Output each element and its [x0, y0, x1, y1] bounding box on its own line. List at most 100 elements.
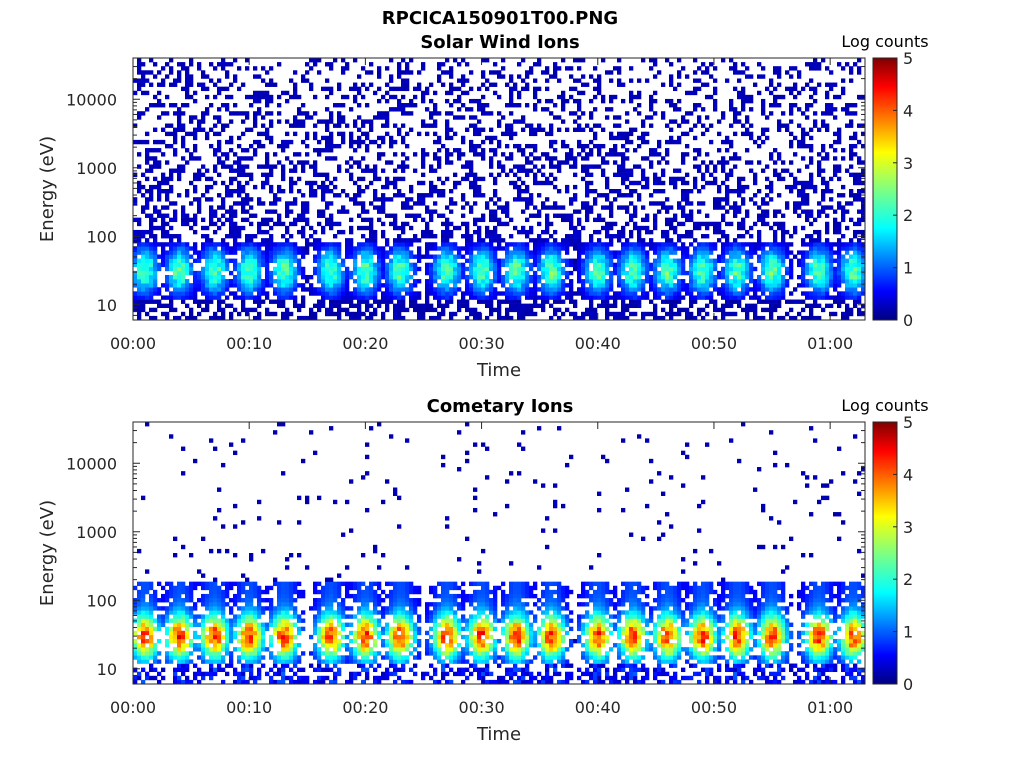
heatmap-cell	[709, 94, 714, 100]
heatmap-cell	[561, 283, 566, 288]
heatmap-cell	[461, 197, 466, 202]
heatmap-cell	[589, 164, 594, 169]
heatmap-cell	[333, 221, 338, 227]
heatmap-cell	[589, 254, 594, 259]
heatmap-cell	[229, 189, 234, 194]
heatmap-cell	[537, 250, 542, 255]
heatmap-cell	[389, 270, 394, 276]
heatmap-cell	[277, 197, 282, 202]
heatmap-cell	[225, 86, 230, 92]
heatmap-cell	[553, 279, 558, 284]
heatmap-cell	[577, 98, 582, 104]
heatmap-cell	[577, 262, 582, 268]
heatmap-cell	[649, 160, 654, 165]
heatmap-cell	[565, 66, 570, 71]
heatmap-cell	[773, 266, 778, 272]
heatmap-cell	[261, 184, 266, 190]
heatmap-cell	[333, 193, 338, 198]
heatmap-cell	[521, 119, 526, 124]
heatmap-cell	[169, 274, 174, 280]
heatmap-cell	[425, 205, 430, 210]
heatmap-cell	[441, 70, 446, 75]
heatmap-cell	[249, 103, 254, 108]
heatmap-cell	[777, 254, 782, 259]
heatmap-cell	[217, 193, 222, 198]
heatmap-cell	[477, 250, 482, 255]
heatmap-cell	[561, 160, 566, 165]
heatmap-cell	[729, 254, 734, 259]
heatmap-cell	[681, 279, 686, 284]
heatmap-cell	[245, 217, 250, 223]
heatmap-cell	[625, 258, 630, 263]
heatmap-cell	[321, 119, 326, 124]
heatmap-cell	[249, 176, 254, 182]
heatmap-cell	[209, 143, 214, 149]
heatmap-cell	[473, 258, 478, 263]
heatmap-cell	[357, 283, 362, 288]
heatmap-cell	[517, 189, 522, 194]
heatmap-cell	[269, 111, 274, 116]
heatmap-cell	[369, 229, 374, 235]
heatmap-cell	[513, 197, 518, 202]
heatmap-cell	[161, 82, 166, 87]
heatmap-cell	[185, 213, 190, 218]
heatmap-cell	[141, 279, 146, 284]
heatmap-cell	[745, 148, 750, 153]
heatmap-cell	[681, 250, 686, 255]
heatmap-cell	[177, 234, 182, 239]
heatmap-cell	[533, 283, 538, 288]
heatmap-cell	[445, 291, 450, 296]
heatmap-cell	[149, 164, 154, 169]
heatmap-cell	[233, 283, 238, 288]
heatmap-cell	[321, 279, 326, 284]
heatmap-cell	[637, 287, 642, 292]
heatmap-cell	[301, 119, 306, 124]
heatmap-cell	[253, 148, 258, 153]
heatmap-cell	[721, 291, 726, 296]
heatmap-cell	[269, 78, 274, 83]
heatmap-cell	[585, 307, 590, 313]
heatmap-cell	[569, 217, 574, 223]
heatmap-cell	[193, 246, 198, 251]
heatmap-cell	[213, 270, 218, 276]
heatmap-cell	[233, 307, 238, 313]
heatmap-cell	[677, 299, 682, 304]
heatmap-cell	[529, 303, 534, 309]
heatmap-cell	[569, 283, 574, 288]
heatmap-cell	[525, 258, 530, 263]
heatmap-cell	[425, 246, 430, 251]
heatmap-cell	[569, 270, 574, 276]
heatmap-cell	[261, 164, 266, 169]
heatmap-cell	[465, 266, 470, 272]
heatmap-cell	[325, 78, 330, 83]
heatmap-cell	[749, 266, 754, 272]
heatmap-cell	[605, 107, 610, 112]
heatmap-cell	[397, 254, 402, 259]
heatmap-cell	[529, 250, 534, 255]
heatmap-cell	[701, 242, 706, 247]
heatmap-cell	[285, 270, 290, 276]
heatmap-cell	[669, 307, 674, 313]
heatmap-cell	[237, 168, 242, 173]
heatmap-cell	[657, 250, 662, 255]
heatmap-cell	[373, 197, 378, 202]
heatmap-cell	[377, 283, 382, 288]
heatmap-cell	[525, 229, 530, 235]
heatmap-cell	[393, 307, 398, 313]
heatmap-cell	[317, 221, 322, 227]
heatmap-cell	[701, 234, 706, 239]
heatmap-cell	[537, 266, 542, 272]
heatmap-cell	[397, 246, 402, 251]
heatmap-cell	[473, 152, 478, 157]
heatmap-cell	[673, 246, 678, 251]
heatmap-cell	[261, 217, 266, 223]
heatmap-cell	[497, 70, 502, 75]
heatmap-cell	[569, 164, 574, 169]
heatmap-cell	[193, 258, 198, 263]
heatmap-cell	[493, 82, 498, 87]
heatmap-cell	[657, 246, 662, 251]
heatmap-cell	[525, 184, 530, 190]
heatmap-cell	[197, 283, 202, 288]
heatmap-cell	[649, 152, 654, 157]
